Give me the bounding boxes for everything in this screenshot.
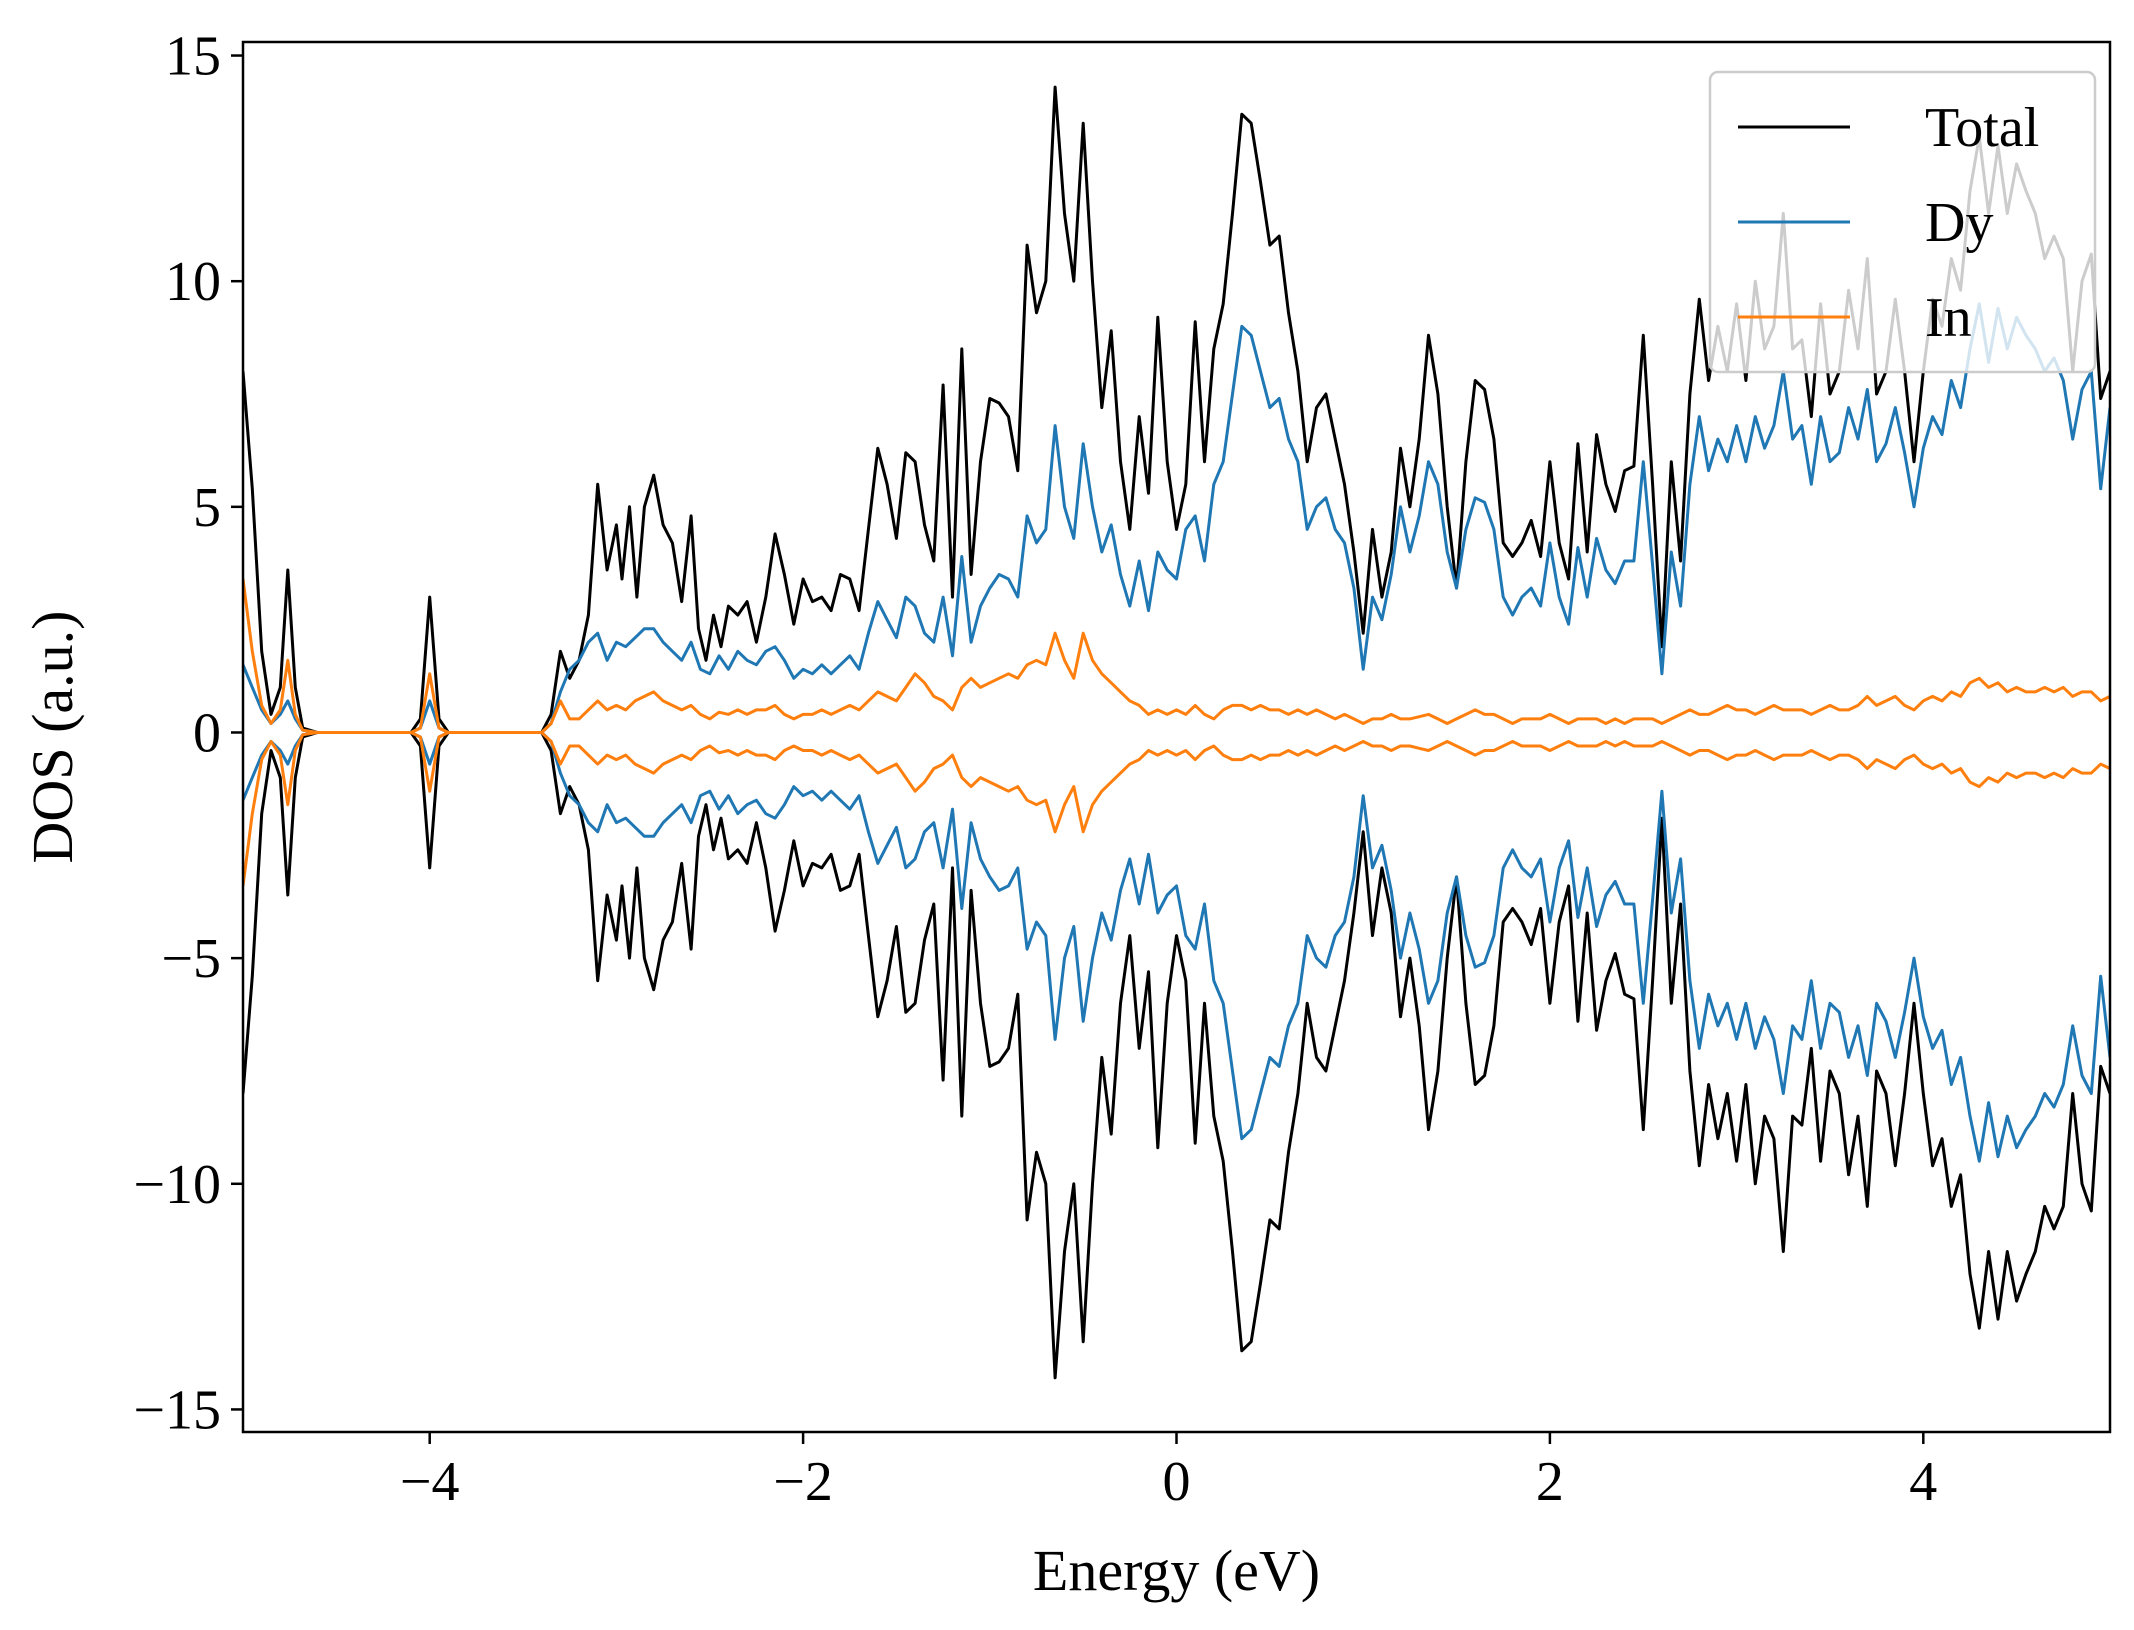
- series-line-in-up: [243, 578, 2110, 734]
- x-tick-label: −2: [773, 1451, 833, 1513]
- series-line-in-down: [243, 731, 2110, 887]
- x-tick-label: 2: [1536, 1451, 1564, 1513]
- series-line-dy-down: [243, 731, 2110, 1163]
- x-axis-label: Energy (eV): [1033, 1538, 1320, 1603]
- legend-label-dy: Dy: [1925, 192, 1993, 254]
- y-tick-label: −15: [133, 1379, 221, 1441]
- y-tick-label: −10: [133, 1154, 221, 1216]
- legend-box: [1708, 70, 2097, 374]
- y-tick-label: 0: [193, 702, 221, 764]
- series-line-dy-up: [243, 302, 2110, 734]
- y-tick-label: 5: [193, 477, 221, 539]
- legend-label-total: Total: [1925, 97, 2039, 159]
- series-line-total-down: [243, 731, 2110, 1380]
- x-tick-label: −4: [400, 1451, 460, 1513]
- y-tick-label: 10: [165, 251, 221, 313]
- y-tick-label: −5: [161, 928, 221, 990]
- x-tick-label: 4: [1909, 1451, 1937, 1513]
- y-axis-label: DOS (a.u.): [20, 611, 85, 864]
- x-tick-label: 0: [1163, 1451, 1191, 1513]
- legend-label-in: In: [1925, 287, 1972, 349]
- y-tick-label: 15: [165, 26, 221, 88]
